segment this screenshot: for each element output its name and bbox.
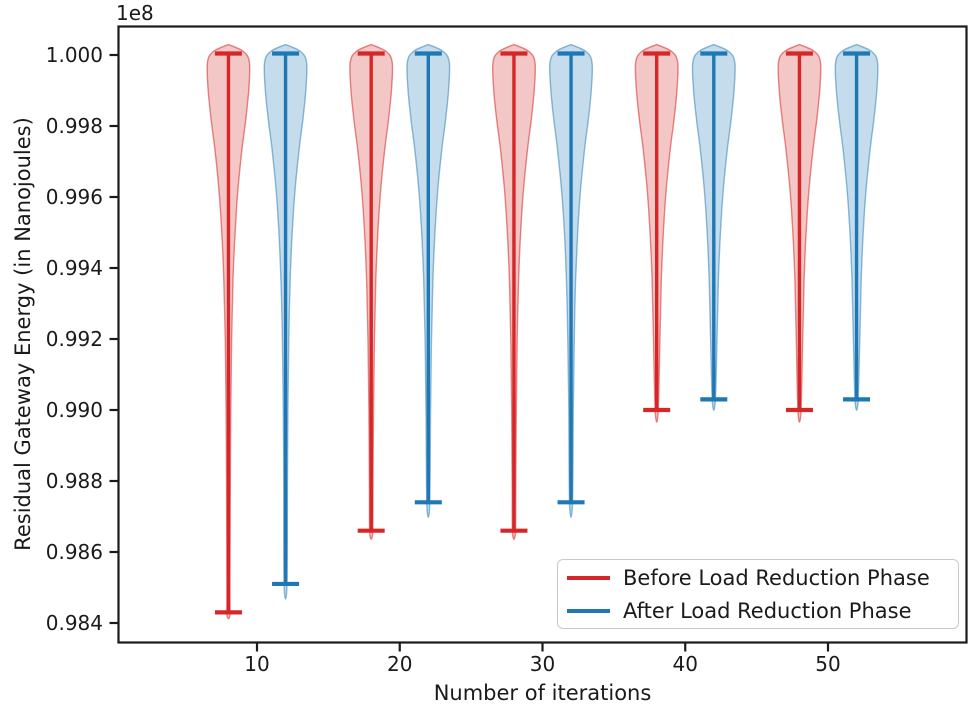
legend-line-before-icon [567,575,610,580]
legend-entry-after: After Load Reduction Phase [567,597,958,625]
legend: Before Load Reduction Phase After Load R… [557,559,959,629]
y-tick-label: 0.996 [45,185,103,209]
y-tick-label: 0.988 [45,469,103,493]
y-tick-label: 1.000 [45,43,103,67]
legend-line-after-icon [567,608,610,613]
axes-spines [117,25,968,644]
y-tick-label: 0.994 [45,256,103,280]
y-axis-offset-text: 1e8 [116,1,154,25]
x-tick-label: 40 [672,652,698,676]
y-tick-label: 0.998 [45,114,103,138]
x-tick-label: 30 [529,652,556,676]
y-tick-label: 0.984 [45,611,103,635]
y-tick-label: 0.992 [45,327,103,351]
x-tick-label: 20 [387,652,413,676]
y-tick-label: 0.986 [45,540,103,564]
x-tick-label: 10 [244,652,270,676]
legend-label-before: Before Load Reduction Phase [623,565,930,590]
legend-label-after: After Load Reduction Phase [623,598,912,623]
y-tick-label: 0.990 [45,398,103,422]
x-axis-label: Number of iterations [433,681,652,705]
x-tick-label: 50 [815,652,841,676]
legend-entry-before: Before Load Reduction Phase [567,564,958,592]
